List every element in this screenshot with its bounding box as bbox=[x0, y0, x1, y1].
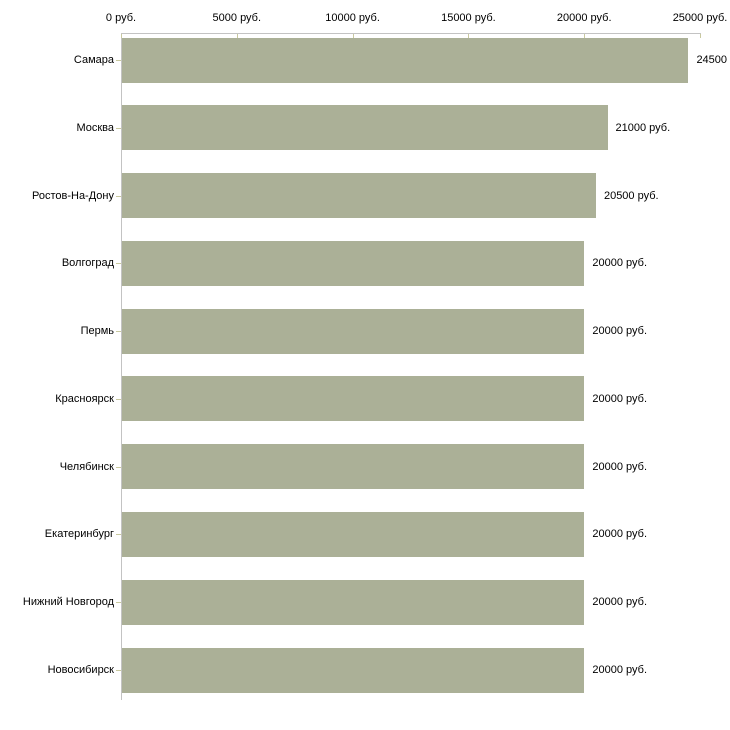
category-label: Красноярск bbox=[55, 392, 114, 405]
bar-2 bbox=[122, 105, 608, 151]
y-axis-line bbox=[121, 33, 122, 700]
category-label: Нижний Новгород bbox=[22, 596, 114, 609]
value-label: 20500 руб. bbox=[603, 189, 659, 202]
x-axis-tick-mark bbox=[700, 34, 701, 38]
category-label: Екатеринбург bbox=[44, 528, 114, 541]
x-axis-tick-label: 0 руб. bbox=[105, 12, 137, 24]
category-label: Москва bbox=[76, 121, 114, 134]
x-axis-tick-mark bbox=[121, 34, 122, 38]
y-axis-tick-mark bbox=[116, 398, 121, 400]
y-axis-tick-mark bbox=[116, 534, 121, 536]
category-label: Пермь bbox=[80, 325, 114, 338]
y-axis-tick-mark bbox=[116, 670, 121, 672]
category-label: Ростов-На-Дону bbox=[31, 189, 114, 202]
x-axis-tick-label: 20000 руб. bbox=[556, 12, 612, 24]
y-axis-tick-mark bbox=[116, 331, 121, 333]
x-axis-tick-mark bbox=[352, 34, 354, 38]
x-axis-tick-mark bbox=[468, 34, 470, 38]
bar-1 bbox=[122, 37, 689, 83]
value-label: 20000 руб. bbox=[592, 392, 648, 405]
bar-10 bbox=[122, 647, 585, 693]
bar-6 bbox=[122, 376, 585, 422]
value-label: 20000 руб. bbox=[592, 596, 648, 609]
x-axis-tick-mark bbox=[236, 34, 238, 38]
value-label: 20000 руб. bbox=[592, 257, 648, 270]
x-axis-tick-label: 5000 руб. bbox=[212, 12, 262, 24]
x-axis-tick-label: 25000 руб. bbox=[672, 12, 728, 24]
value-label: 20000 руб. bbox=[592, 664, 648, 677]
x-axis-tick-label: 10000 руб. bbox=[325, 12, 380, 24]
bar-5 bbox=[122, 308, 585, 354]
category-label: Самара bbox=[73, 54, 114, 66]
bar-4 bbox=[122, 240, 585, 286]
y-axis-tick-mark bbox=[116, 60, 121, 61]
value-label: 21000 руб. bbox=[615, 121, 671, 134]
value-label: 20000 руб. bbox=[592, 528, 648, 541]
value-label: 20000 руб. bbox=[592, 460, 648, 473]
bar-9 bbox=[122, 579, 585, 625]
y-axis-tick-mark bbox=[116, 466, 121, 468]
category-label: Новосибирск bbox=[47, 664, 114, 677]
x-axis-line bbox=[121, 33, 701, 34]
value-label: 20000 руб. bbox=[592, 325, 648, 338]
category-label: Волгоград bbox=[61, 257, 114, 270]
category-label: Челябинск bbox=[59, 460, 114, 473]
y-axis-tick-mark bbox=[116, 127, 121, 129]
y-axis-tick-mark bbox=[116, 263, 121, 265]
value-label: 24500 bbox=[696, 54, 728, 66]
bar-7 bbox=[122, 444, 585, 490]
x-axis-tick-mark bbox=[584, 34, 586, 38]
bar-8 bbox=[122, 511, 585, 557]
y-axis-tick-mark bbox=[116, 602, 121, 604]
bar-3 bbox=[122, 173, 596, 219]
x-axis-tick-label: 15000 руб. bbox=[441, 12, 496, 24]
y-axis-tick-mark bbox=[116, 195, 121, 197]
